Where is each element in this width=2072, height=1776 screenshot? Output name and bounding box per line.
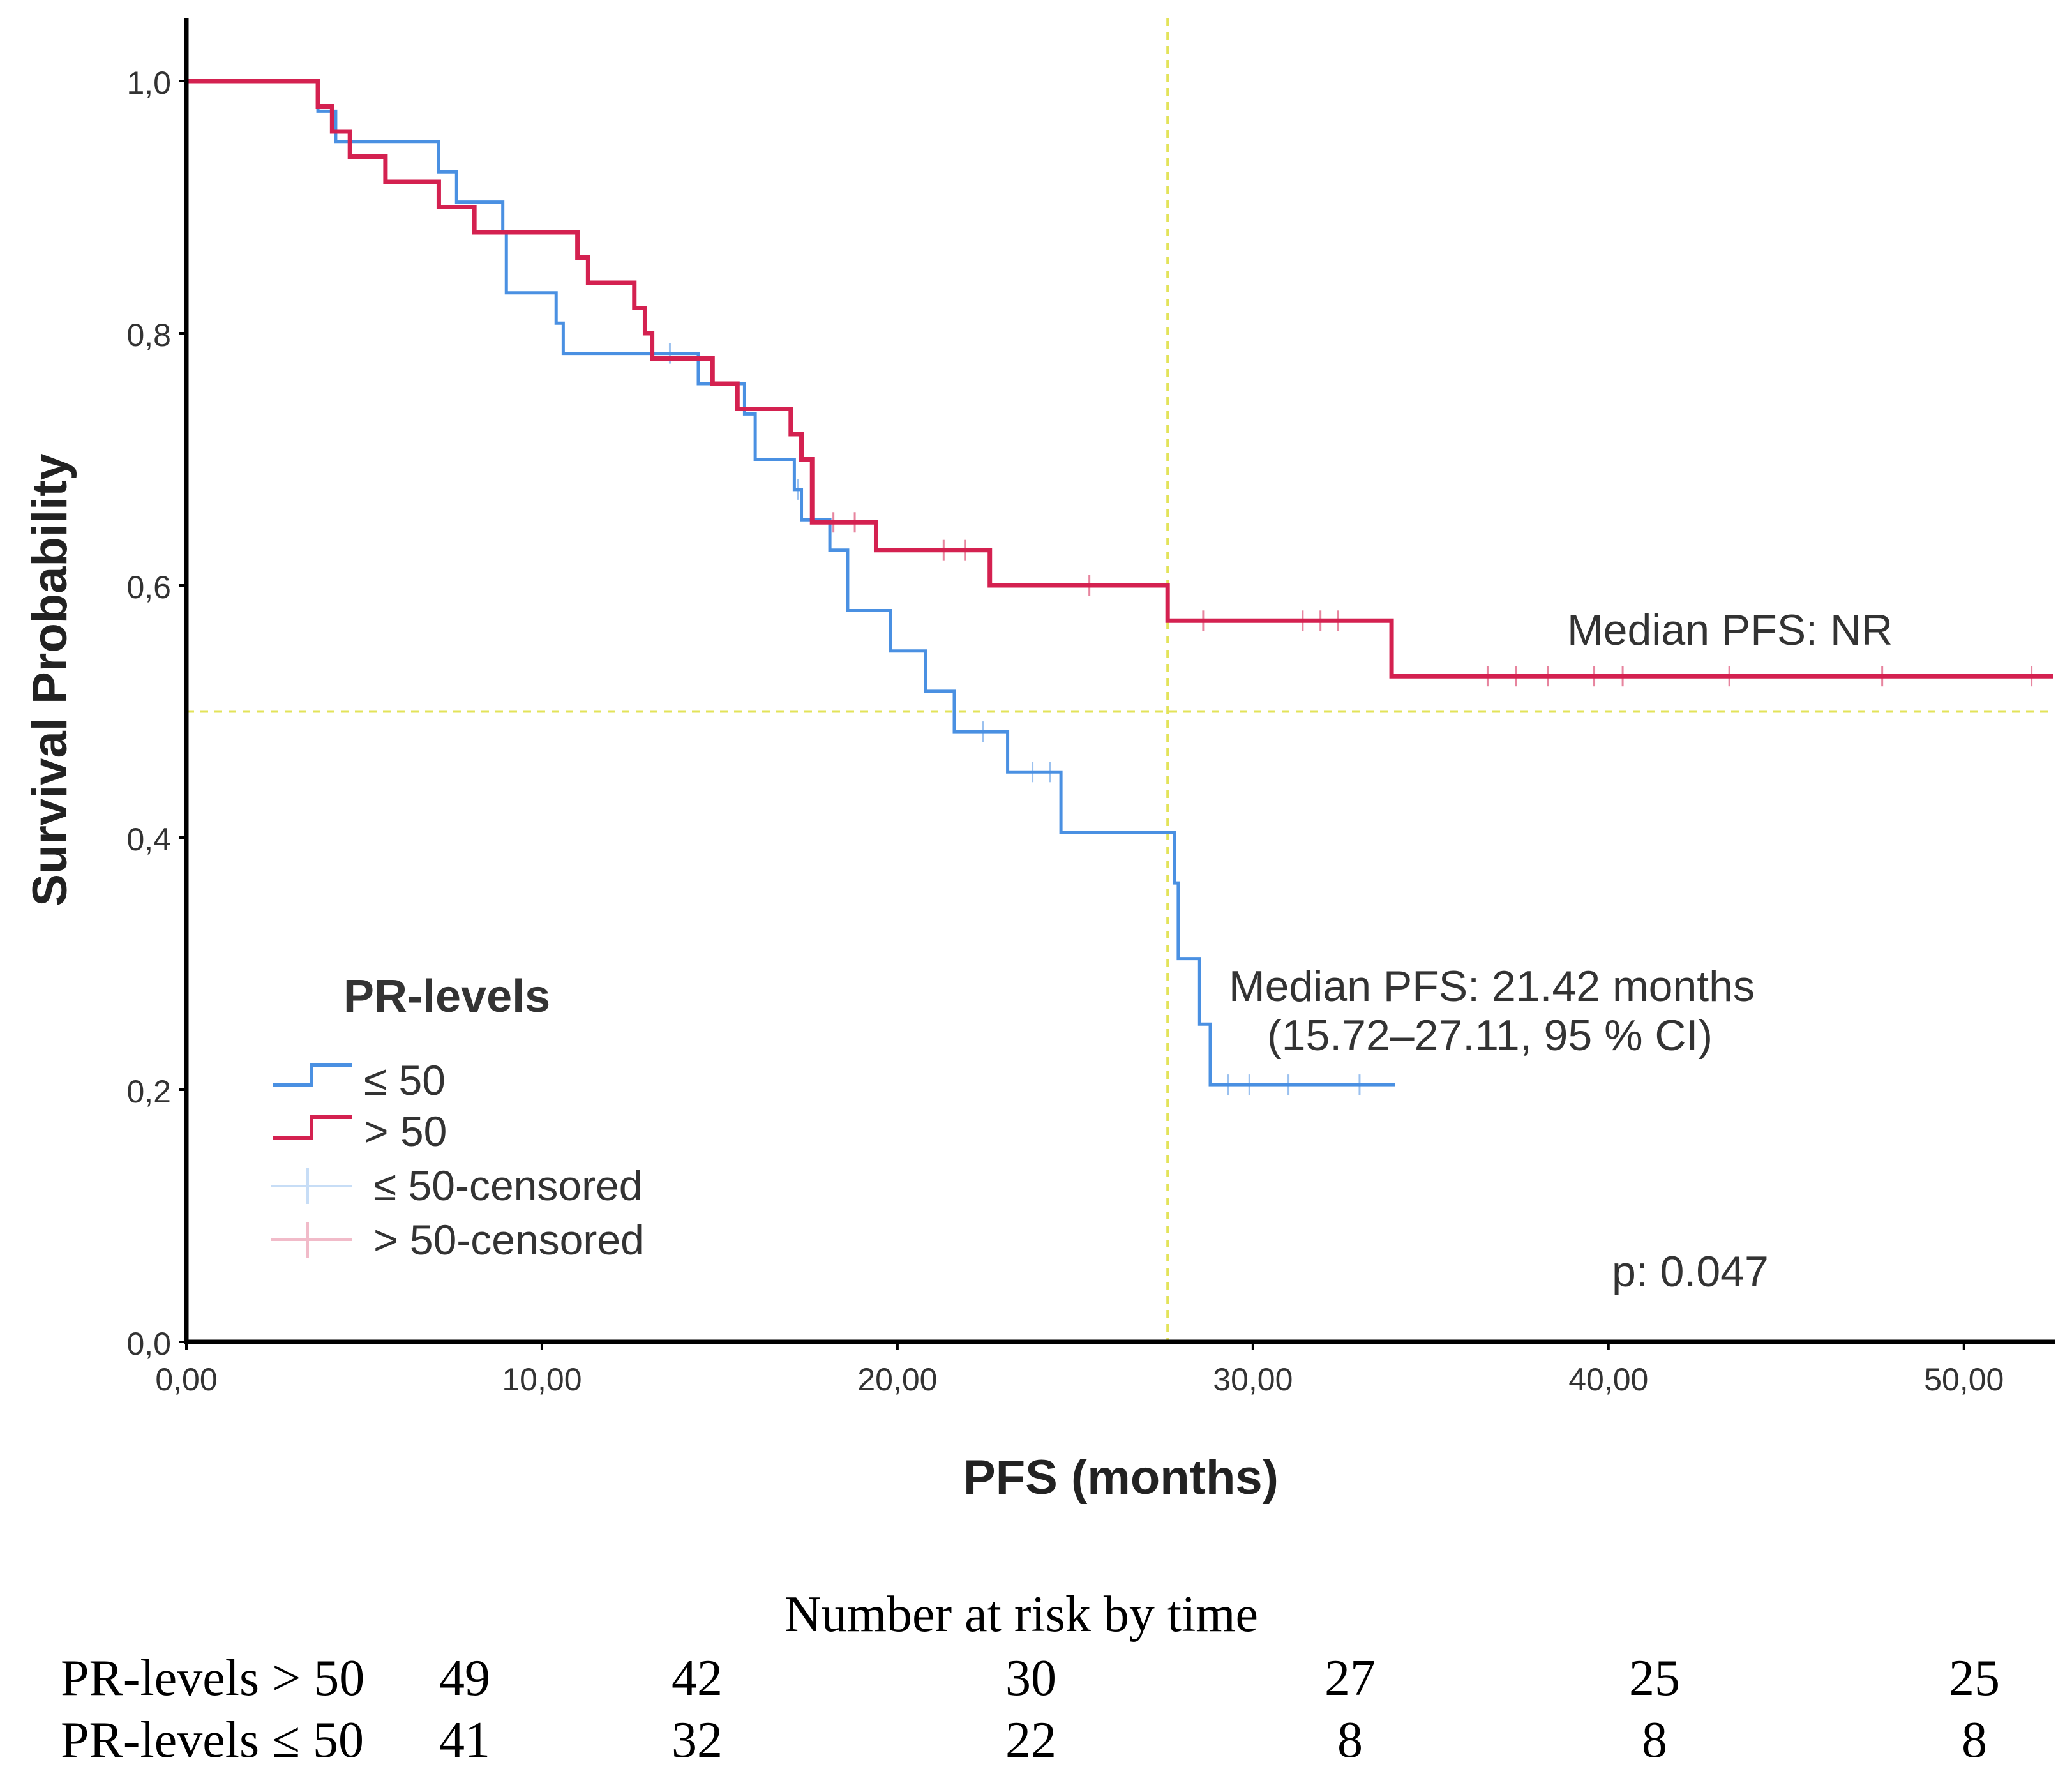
legend-label-gt50: > 50 (364, 1108, 447, 1155)
x-tick-label: 20,00 (857, 1362, 937, 1397)
series-le50 (186, 79, 1395, 1095)
survival-curve (186, 79, 2053, 679)
x-axis-title: PFS (months) (963, 1450, 1279, 1505)
legend-label-le50: ≤ 50 (364, 1057, 446, 1104)
legend: PR-levels ≤ 50 > 50 ≤ 50-censored > 50-c… (271, 971, 644, 1263)
x-tick-label: 50,00 (1924, 1362, 2004, 1397)
y-tick-label: 0,2 (126, 1074, 171, 1110)
risk-row-label-le50: PR-levels ≤ 50 (61, 1712, 364, 1768)
legend-title: PR-levels (343, 971, 550, 1022)
legend-swatch-le50 (273, 1063, 352, 1087)
median-nr-annotation: Median PFS: NR (1567, 606, 1893, 654)
y-tick-label: 0,6 (126, 569, 171, 605)
risk-count-cell: 8 (1962, 1712, 1987, 1768)
median-ci-annotation: (15.72–27.11, 95 % CI) (1267, 1011, 1713, 1060)
risk-count-cell: 25 (1949, 1650, 2000, 1706)
y-axis-ticks: 0,0 0,2 0,4 0,6 0,8 1,0 (126, 65, 186, 1362)
y-axis-title: Survival Probability (23, 453, 77, 907)
risk-counts: 49 42 30 27 25 25 41 32 22 8 8 8 (439, 1650, 2000, 1768)
survival-curve (186, 79, 1395, 1087)
risk-count-cell: 8 (1642, 1712, 1667, 1768)
x-tick-label: 30,00 (1213, 1362, 1293, 1397)
legend-swatch-gt50-censored (271, 1222, 352, 1258)
risk-count-cell: 42 (672, 1650, 723, 1706)
y-tick-label: 0,4 (126, 822, 171, 857)
x-tick-label: 40,00 (1568, 1362, 1648, 1397)
risk-count-cell: 22 (1005, 1712, 1056, 1768)
x-axis-ticks: 0,00 10,00 20,00 30,00 40,00 50,00 (155, 1342, 2004, 1397)
risk-table: Number at risk by time PR-levels > 50 PR… (61, 1586, 2000, 1768)
x-tick-label: 10,00 (502, 1362, 582, 1397)
risk-count-cell: 30 (1005, 1650, 1056, 1706)
legend-label-le50-censored: ≤ 50-censored (373, 1162, 642, 1209)
series-gt50 (186, 79, 2053, 687)
risk-table-title: Number at risk by time (785, 1586, 1258, 1643)
median-value-annotation: Median PFS: 21.42 months (1229, 962, 1755, 1011)
legend-swatch-gt50 (273, 1115, 352, 1140)
legend-label-gt50-censored: > 50-censored (373, 1216, 644, 1263)
risk-count-cell: 32 (672, 1712, 723, 1768)
risk-count-cell: 27 (1325, 1650, 1376, 1706)
risk-count-cell: 49 (439, 1650, 490, 1706)
risk-row-label-gt50: PR-levels > 50 (61, 1650, 364, 1706)
series-layer (186, 79, 2053, 1095)
y-tick-label: 0,0 (126, 1326, 171, 1362)
x-tick-label: 0,00 (155, 1362, 217, 1397)
legend-swatch-le50-censored (271, 1168, 352, 1204)
risk-count-cell: 41 (439, 1712, 490, 1768)
risk-count-cell: 8 (1337, 1712, 1363, 1768)
y-tick-label: 1,0 (126, 65, 171, 101)
risk-count-cell: 25 (1629, 1650, 1680, 1706)
y-tick-label: 0,8 (126, 317, 171, 353)
p-value-annotation: p: 0.047 (1612, 1247, 1769, 1296)
